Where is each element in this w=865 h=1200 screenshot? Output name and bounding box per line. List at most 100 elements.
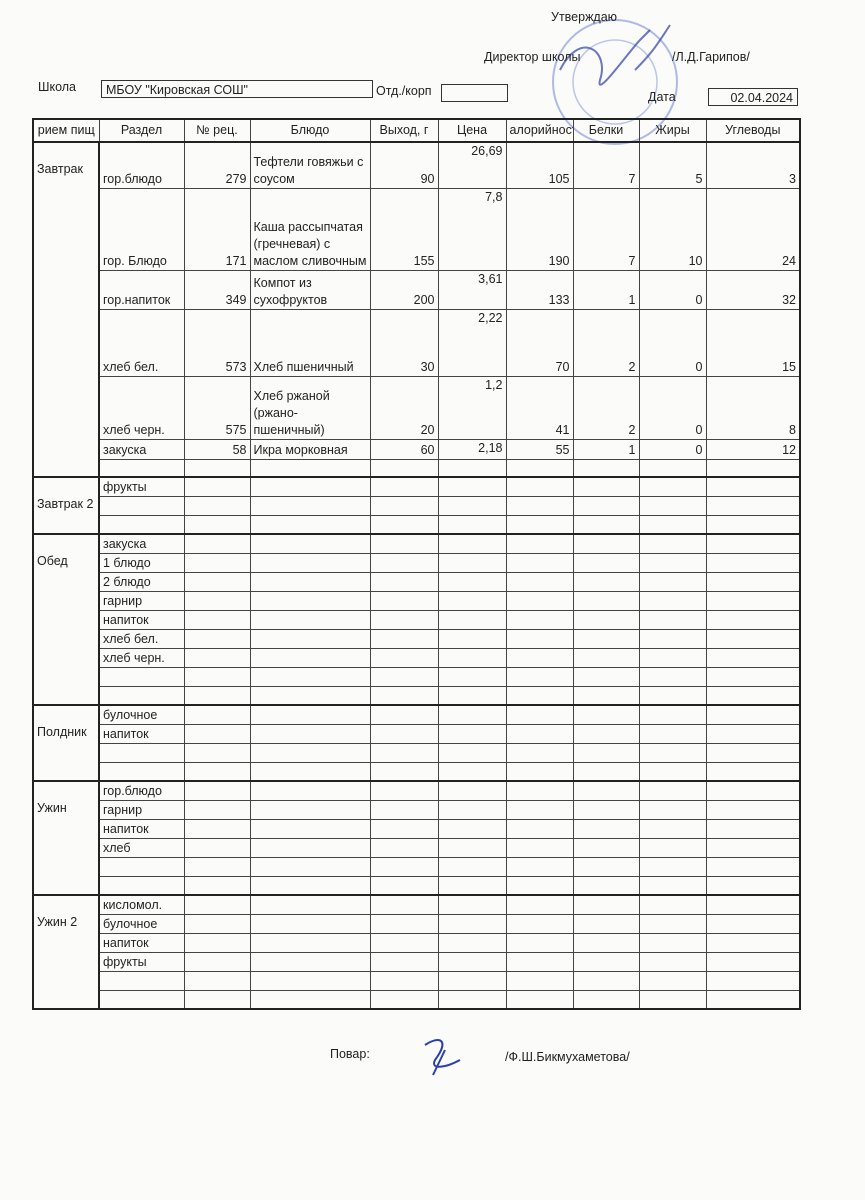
- cell-protein: 7: [572, 141, 640, 189]
- column-header: Блюдо: [249, 118, 371, 143]
- cell-kcal: [505, 989, 574, 1010]
- cell-carbs: [705, 495, 801, 516]
- cell-kcal: [505, 723, 574, 744]
- cell-carbs: [705, 476, 801, 497]
- cell-fat: [638, 818, 707, 839]
- cell-carbs: [705, 742, 801, 763]
- cell-protein: [572, 780, 640, 801]
- cell-fat: [638, 476, 707, 497]
- menu-row: гор.напиток 349 Компот из сухофруктов 200 3,…: [33, 269, 801, 310]
- menu-row: [33, 970, 801, 991]
- cell-protein: [572, 685, 640, 706]
- cell-price: 2,22: [437, 308, 507, 377]
- menu-row: [33, 495, 801, 516]
- cell-kcal: 41: [505, 375, 574, 440]
- cell-carbs: [705, 951, 801, 972]
- cell-dish: Тефтели говяжьи с соусом: [249, 141, 371, 189]
- cell-recipe: [183, 837, 251, 858]
- cell-carbs: 12: [705, 438, 801, 460]
- cell-fat: [638, 609, 707, 630]
- menu-row: Ужин 2 кисломол.: [32, 894, 801, 1010]
- cell-recipe: 171: [183, 187, 251, 271]
- cell-kcal: 133: [505, 269, 574, 310]
- cell-kcal: [505, 628, 574, 649]
- menu-row: напиток: [33, 818, 801, 839]
- cell-dish: [249, 647, 371, 668]
- cell-dish: [249, 818, 371, 839]
- cell-section: гор.напиток: [98, 269, 185, 310]
- cell-fat: [638, 875, 707, 896]
- cell-yield: [369, 989, 439, 1010]
- cell-fat: [638, 856, 707, 877]
- cell-price: [437, 552, 507, 573]
- cell-kcal: [505, 533, 574, 554]
- date-label: Дата: [648, 90, 676, 104]
- cell-price: [437, 818, 507, 839]
- cell-price: [437, 837, 507, 858]
- cell-dish: [249, 951, 371, 972]
- cell-fat: [638, 951, 707, 972]
- cell-carbs: [705, 837, 801, 858]
- cell-kcal: [505, 647, 574, 668]
- cell-carbs: [705, 723, 801, 744]
- cell-yield: [369, 932, 439, 953]
- cell-carbs: [705, 761, 801, 782]
- cell-dish: Каша рассыпчатая (гречневая) с маслом сл…: [249, 187, 371, 271]
- cell-fat: [638, 571, 707, 592]
- cell-kcal: 105: [505, 141, 574, 189]
- menu-row: хлеб бел.: [33, 628, 801, 649]
- menu-row: [33, 742, 801, 763]
- cell-fat: [638, 590, 707, 611]
- cell-protein: 2: [572, 375, 640, 440]
- cell-section: гор.блюдо: [98, 780, 185, 801]
- cell-fat: [638, 837, 707, 858]
- menu-row: фрукты: [33, 951, 801, 972]
- cook-name: /Ф.Ш.Бикмухаметова/: [505, 1050, 630, 1064]
- menu-row: хлеб: [33, 837, 801, 858]
- cell-recipe: [183, 685, 251, 706]
- meal-name: Завтрак 2: [32, 476, 100, 535]
- cell-recipe: [183, 458, 251, 478]
- cell-carbs: 24: [705, 187, 801, 271]
- cell-dish: [249, 837, 371, 858]
- cell-kcal: [505, 742, 574, 763]
- cell-dish: [249, 856, 371, 877]
- cell-dish: [249, 932, 371, 953]
- cell-dish: [249, 989, 371, 1010]
- cell-yield: 90: [369, 141, 439, 189]
- cell-yield: [369, 704, 439, 725]
- cell-yield: 200: [369, 269, 439, 310]
- cell-fat: [638, 723, 707, 744]
- cell-section: [98, 458, 185, 478]
- cell-section: гор.блюдо: [98, 141, 185, 189]
- cell-carbs: [705, 704, 801, 725]
- cell-carbs: [705, 989, 801, 1010]
- column-header: Выход, г: [369, 118, 439, 143]
- cell-section: напиток: [98, 818, 185, 839]
- menu-row: Ужин гор.блюдо: [32, 780, 801, 896]
- menu-row: закуска 58 Икра морковная 60 2,18 55 1 0 12: [33, 438, 801, 460]
- cell-recipe: 279: [183, 141, 251, 189]
- menu-row: хлеб черн.: [33, 647, 801, 668]
- cell-yield: [369, 761, 439, 782]
- cell-section: гарнир: [98, 799, 185, 820]
- cell-kcal: [505, 932, 574, 953]
- cell-protein: [572, 818, 640, 839]
- cell-dish: [249, 666, 371, 687]
- cell-protein: [572, 875, 640, 896]
- cell-fat: [638, 458, 707, 478]
- cell-carbs: 32: [705, 269, 801, 310]
- cell-recipe: [183, 913, 251, 934]
- cell-fat: [638, 989, 707, 1010]
- cell-recipe: [183, 818, 251, 839]
- cell-kcal: 55: [505, 438, 574, 460]
- cell-section: [98, 856, 185, 877]
- cell-yield: [369, 552, 439, 573]
- cell-kcal: 70: [505, 308, 574, 377]
- cell-kcal: 190: [505, 187, 574, 271]
- cell-recipe: [183, 704, 251, 725]
- cell-dish: [249, 552, 371, 573]
- cell-kcal: [505, 818, 574, 839]
- cell-recipe: [183, 799, 251, 820]
- cell-price: [437, 704, 507, 725]
